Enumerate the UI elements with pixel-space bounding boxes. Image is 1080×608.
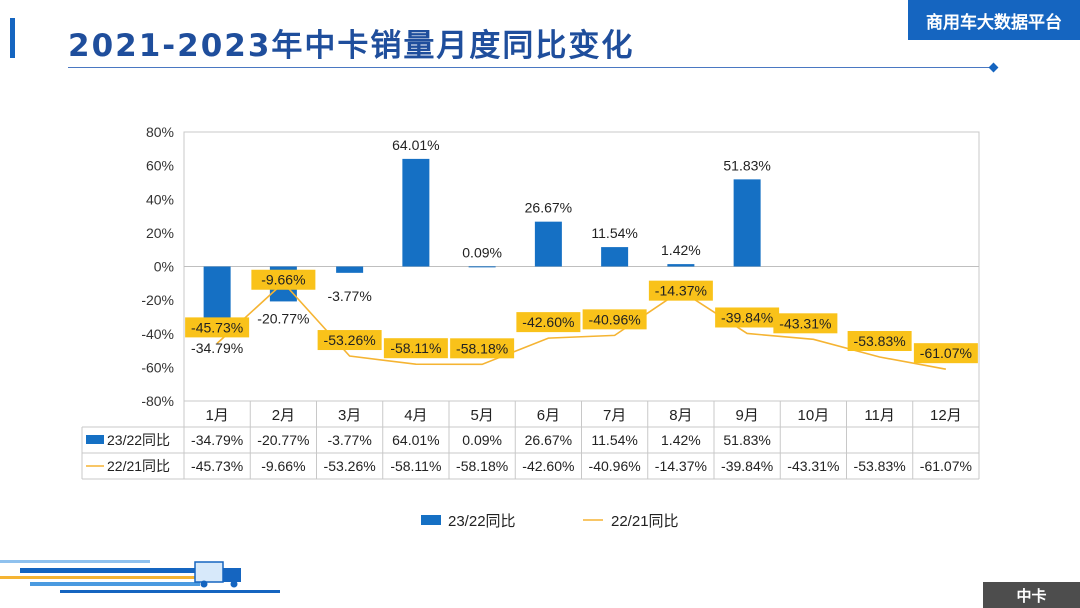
table-series-name: 22/21同比 <box>107 458 170 474</box>
table-cell: -43.31% <box>787 458 839 474</box>
line-data-label: -45.73% <box>191 319 243 335</box>
line-data-label: -53.26% <box>324 332 376 348</box>
bar <box>468 266 496 268</box>
bar-data-label: -34.79% <box>191 340 243 356</box>
line-data-label: -58.18% <box>456 340 508 356</box>
line-data-label: -61.07% <box>920 345 972 361</box>
table-cell: -58.11% <box>390 458 441 474</box>
line-data-label: -40.96% <box>589 311 641 327</box>
table-cell: -53.26% <box>324 458 376 474</box>
line-label-box <box>847 331 912 352</box>
x-category-label: 3月 <box>338 407 361 424</box>
line-label-box <box>383 338 448 359</box>
title-divider <box>68 67 996 68</box>
y-tick-label: 20% <box>146 225 174 241</box>
line-label-box <box>516 312 581 333</box>
bar-data-label: -3.77% <box>327 288 371 304</box>
y-tick-label: -20% <box>141 292 174 308</box>
table-cell: -58.18% <box>456 458 508 474</box>
table-cell: 51.83% <box>723 432 770 448</box>
table-cell: -61.07% <box>920 458 972 474</box>
table-cell: -40.96% <box>589 458 641 474</box>
line-label-box <box>251 269 316 290</box>
x-category-label: 7月 <box>603 407 626 424</box>
table-cell: 1.42% <box>661 432 701 448</box>
line-data-label: -43.31% <box>779 315 831 331</box>
legend-label: 23/22同比 <box>448 513 516 530</box>
bar <box>534 221 562 267</box>
x-category-label: 6月 <box>537 407 560 424</box>
bar-data-label: 0.09% <box>462 244 502 260</box>
y-tick-label: 40% <box>146 191 174 207</box>
table-cell: -9.66% <box>261 458 305 474</box>
line-label-box <box>715 307 780 328</box>
line-label-box <box>648 280 713 301</box>
table-cell: -3.77% <box>327 432 371 448</box>
table-cell: -53.83% <box>854 458 906 474</box>
legend-swatch-bar <box>421 515 441 525</box>
table-cell: -39.84% <box>721 458 773 474</box>
x-category-label: 9月 <box>735 407 758 424</box>
line-label-box <box>582 309 647 330</box>
x-category-label: 2月 <box>272 407 295 424</box>
bar <box>601 247 629 267</box>
y-tick-label: 60% <box>146 158 174 174</box>
title-accent-bar <box>10 18 15 58</box>
table-series-name: 23/22同比 <box>107 432 170 448</box>
line-data-label: -58.11% <box>390 340 441 356</box>
bar-data-label: 51.83% <box>723 157 770 173</box>
x-category-label: 11月 <box>864 407 895 424</box>
y-tick-label: -60% <box>141 359 174 375</box>
line-data-label: -42.60% <box>522 314 574 330</box>
line-data-label: -14.37% <box>655 283 707 299</box>
x-category-label: 12月 <box>930 407 962 424</box>
table-cell: -14.37% <box>655 458 707 474</box>
y-tick-label: -80% <box>141 393 174 409</box>
bar <box>203 266 231 325</box>
x-category-label: 5月 <box>470 407 493 424</box>
bar-data-label: 11.54% <box>591 225 637 241</box>
bar-data-label: 26.67% <box>525 200 572 216</box>
table-cell: 0.09% <box>462 432 502 448</box>
line-data-label: -53.83% <box>854 333 906 349</box>
line-data-label: -39.84% <box>721 309 773 325</box>
x-category-label: 1月 <box>205 407 228 424</box>
table-cell: 64.01% <box>392 432 439 448</box>
line-label-box <box>185 317 250 338</box>
bar-data-label: -20.77% <box>257 310 309 326</box>
x-category-label: 8月 <box>669 407 692 424</box>
y-tick-label: 0% <box>154 259 174 275</box>
bar <box>402 158 430 267</box>
truck-logo-graphic <box>0 560 280 593</box>
table-cell: 26.67% <box>525 432 572 448</box>
table-cell: -42.60% <box>522 458 574 474</box>
bar-data-label: 1.42% <box>661 242 701 258</box>
y-tick-label: -40% <box>141 326 174 342</box>
line-label-box <box>913 343 978 364</box>
segment-tag: 中卡 <box>983 582 1080 608</box>
table-legend-key-bar <box>86 435 104 444</box>
table-cell: -45.73% <box>191 458 243 474</box>
table-cell: 11.54% <box>591 432 637 448</box>
bar <box>336 266 364 273</box>
x-category-label: 10月 <box>798 407 830 424</box>
brand-badge: 商用车大数据平台 <box>908 0 1080 40</box>
page-title: 2021-2023年中卡销量月度同比变化 <box>68 28 635 64</box>
table-cell: -34.79% <box>191 432 243 448</box>
line-data-label: -9.66% <box>261 272 305 288</box>
legend-label: 22/21同比 <box>611 513 679 530</box>
bar <box>733 179 761 267</box>
line-label-box <box>450 338 515 359</box>
bar <box>667 264 695 267</box>
line-label-box <box>317 330 382 351</box>
y-tick-label: 80% <box>146 124 174 140</box>
line-label-box <box>773 313 838 334</box>
table-cell: -20.77% <box>257 432 309 448</box>
x-category-label: 4月 <box>404 407 427 424</box>
bar-data-label: 64.01% <box>392 137 439 153</box>
